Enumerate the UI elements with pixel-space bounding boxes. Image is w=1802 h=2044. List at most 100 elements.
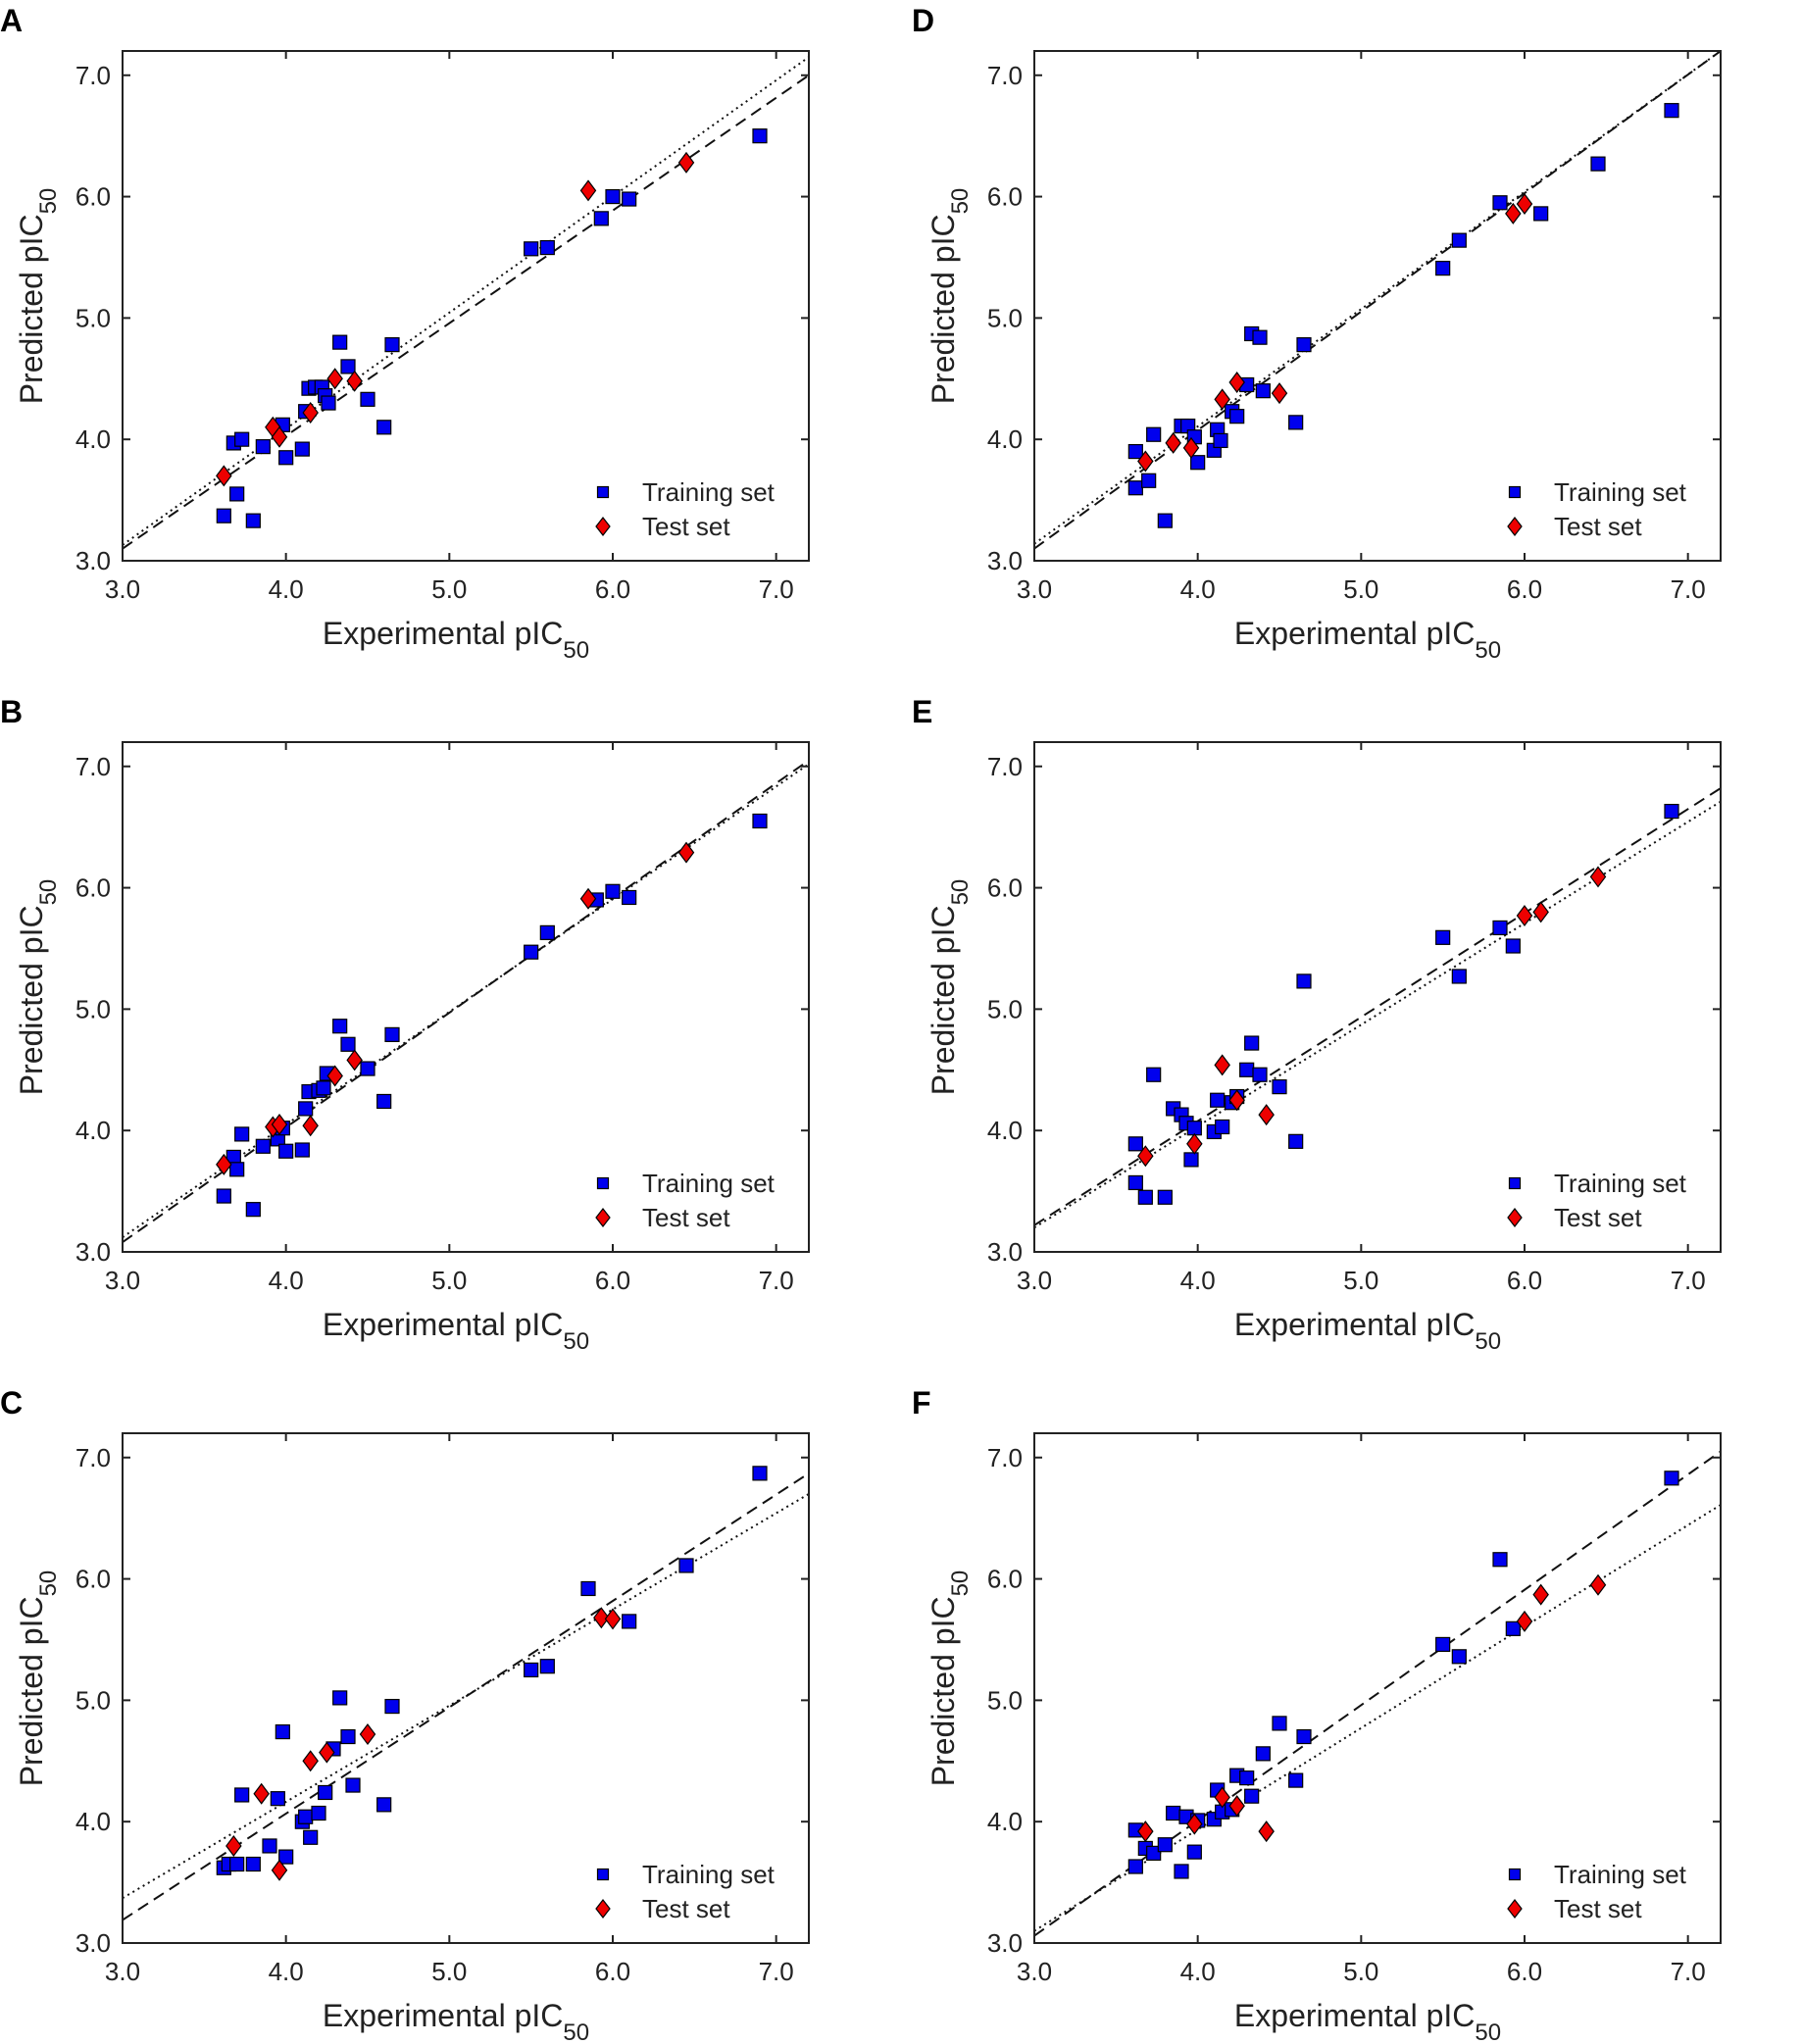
training-point (1239, 1770, 1255, 1786)
fit-lines (1034, 51, 1721, 550)
dotted-fit-line (123, 56, 809, 546)
training-point (234, 431, 250, 447)
x-tick-label: 7.0 (759, 1266, 794, 1295)
dotted-fit-line (123, 1493, 809, 1900)
legend-test-marker (1507, 1899, 1523, 1919)
x-tick-label: 7.0 (759, 1957, 794, 1986)
training-point (678, 1558, 694, 1573)
test-point (253, 1782, 270, 1805)
legend: Training set Test set (595, 1169, 776, 1232)
training-point (1505, 1620, 1521, 1636)
legend-training-marker (596, 1176, 610, 1190)
test-point (302, 1115, 319, 1137)
test-point (346, 370, 363, 392)
x-tick-label: 6.0 (1507, 1957, 1542, 1986)
training-point (1210, 1092, 1226, 1108)
training-point (384, 337, 400, 353)
fit-lines (123, 56, 809, 550)
training-point (524, 241, 539, 257)
x-axis-label-main: Experimental pIC (323, 1307, 563, 1342)
legend-test-label: Test set (642, 1894, 730, 1923)
training-point (1590, 156, 1606, 172)
x-tick-label: 6.0 (595, 1957, 630, 1986)
training-point (539, 239, 555, 256)
training-point (524, 944, 539, 960)
dotted-fit-line (1034, 51, 1721, 545)
legend-test-marker (595, 1208, 611, 1227)
x-tick-label: 3.0 (1017, 1957, 1052, 1986)
training-point (275, 1723, 290, 1740)
training-point (278, 1143, 294, 1159)
legend: Training set Test set (1507, 477, 1687, 541)
x-axis-label: Experimental pIC50 (1234, 1307, 1501, 1355)
y-axis-label-main: Predicted pIC (926, 1596, 961, 1786)
training-point (216, 1188, 231, 1204)
test-point (326, 1065, 343, 1087)
training-point (1288, 1772, 1304, 1788)
y-tick-label: 4.0 (987, 1116, 1023, 1145)
training-point (539, 924, 555, 940)
training-point (1435, 1636, 1451, 1653)
legend-test-marker (595, 1899, 611, 1919)
panel-letter: C (0, 1385, 23, 1421)
x-tick-label: 4.0 (269, 1957, 304, 1986)
y-tick-label: 3.0 (987, 1237, 1023, 1267)
plot-frame (122, 1432, 810, 1944)
legend-training-label: Training set (642, 477, 776, 507)
y-axis-label-subscript: 50 (947, 188, 974, 215)
panel-letter: A (0, 3, 23, 38)
training-point (1492, 1552, 1508, 1568)
panel-letter: E (912, 694, 932, 729)
y-axis-label-subscript: 50 (35, 1570, 62, 1597)
training-point (1252, 1067, 1268, 1082)
y-axis-label-main: Predicted pIC (926, 214, 961, 404)
x-tick-label: 3.0 (105, 1957, 140, 1986)
training-point (1141, 473, 1157, 488)
training-set-series (1127, 803, 1679, 1205)
test-point (677, 841, 695, 864)
legend-test-label: Test set (642, 512, 730, 541)
training-point (1435, 261, 1451, 276)
x-tick-label: 4.0 (1180, 1266, 1216, 1295)
legend-training-marker (1508, 1868, 1522, 1881)
y-axis-label-main: Predicted pIC (14, 905, 49, 1095)
training-set-series (1127, 1471, 1679, 1879)
training-point (1288, 415, 1304, 430)
training-point (1166, 1805, 1181, 1821)
legend-training-marker (1508, 1176, 1522, 1190)
y-tick-label: 7.0 (987, 61, 1023, 90)
training-point (234, 1126, 250, 1142)
legend: Training set Test set (1507, 1860, 1687, 1923)
x-axis-label: Experimental pIC50 (323, 1307, 589, 1355)
training-point (376, 1797, 392, 1813)
training-point (1296, 973, 1312, 989)
x-axis-label: Experimental pIC50 (1234, 616, 1501, 664)
y-axis-label: Predicted pIC50 (926, 188, 974, 405)
training-point (316, 1080, 331, 1096)
test-point (1186, 1132, 1203, 1155)
x-axis-label-main: Experimental pIC (1234, 1307, 1475, 1342)
y-tick-label: 5.0 (987, 1685, 1023, 1715)
training-point (229, 1856, 245, 1872)
test-point (1589, 866, 1607, 888)
test-point (225, 1834, 242, 1857)
plot-frame (122, 50, 810, 562)
training-point (593, 211, 609, 226)
x-axis-label: Experimental pIC50 (323, 1998, 589, 2044)
y-axis-label-subscript: 50 (947, 879, 974, 906)
y-tick-label: 6.0 (987, 182, 1023, 212)
legend-training-label: Training set (642, 1860, 776, 1889)
training-point (1252, 329, 1268, 345)
training-point (1272, 1079, 1287, 1095)
training-point (360, 1061, 375, 1076)
x-tick-label: 5.0 (1343, 574, 1378, 604)
training-point (1127, 480, 1143, 496)
training-point (298, 1809, 314, 1824)
x-axis-label-subscript: 50 (563, 2019, 589, 2044)
panel-c: C 3.0 4.0 5.0 6.0 7.0 3.0 4.0 5.0 6.0 7.0 Experimen… (0, 1385, 810, 2044)
y-tick-label: 5.0 (75, 1685, 111, 1715)
test-point (271, 425, 288, 448)
x-axis-label-main: Experimental pIC (1234, 1998, 1475, 2033)
plot-frame (1033, 1432, 1722, 1944)
